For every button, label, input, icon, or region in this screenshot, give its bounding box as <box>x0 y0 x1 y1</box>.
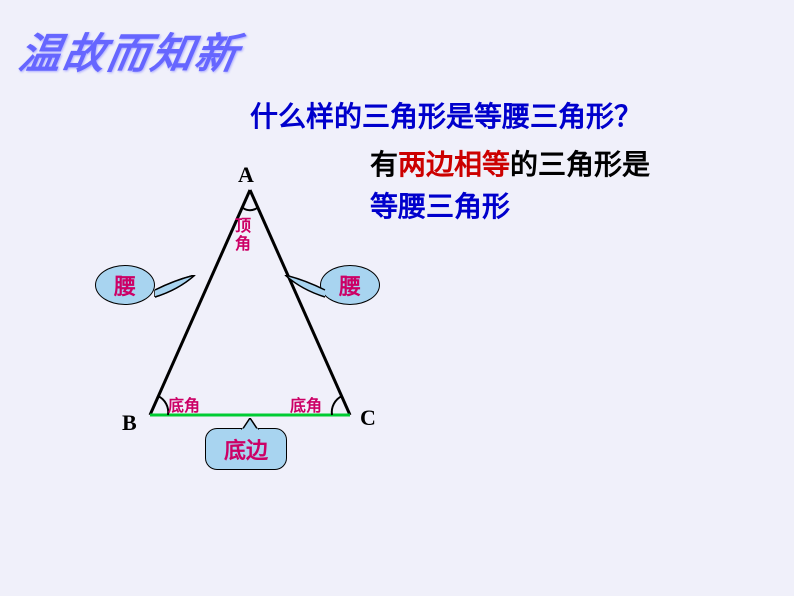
answer-part1: 有 <box>370 150 398 181</box>
left-leg-label: 腰 <box>114 269 136 301</box>
right-base-angle-arc <box>332 396 342 415</box>
answer-part2: 两边相等 <box>398 150 510 181</box>
question-text: 什么样的三角形是等腰三角形？ <box>250 95 642 135</box>
vertex-c: C <box>360 405 376 431</box>
right-bubble-tail <box>280 275 330 305</box>
left-base-angle-label: 底角 <box>168 392 200 416</box>
base-edge-label: 底边 <box>224 438 268 463</box>
left-leg-bubble: 腰 <box>95 265 155 305</box>
left-bubble-tail <box>150 275 200 305</box>
right-leg-label: 腰 <box>339 269 361 301</box>
page-title: 温故而知新 <box>15 20 246 81</box>
base-bubble-tail <box>240 418 260 430</box>
left-base-angle-arc <box>158 396 168 415</box>
apex-angle-text: 顶角 <box>235 218 251 253</box>
vertex-b: B <box>122 410 137 436</box>
apex-angle-label: 顶角 <box>235 218 251 253</box>
apex-angle-arc <box>243 208 257 210</box>
answer-text: 有两边相等的三角形是等腰三角形 <box>370 145 650 229</box>
vertex-a: A <box>238 162 254 188</box>
answer-part4: 等腰三角形 <box>370 192 510 223</box>
answer-part3: 的三角形是 <box>510 150 650 181</box>
base-edge-bubble: 底边 <box>205 428 287 470</box>
right-base-angle-label: 底角 <box>290 392 322 416</box>
triangle-diagram: A B C 顶角 腰 腰 底角 底角 底边 <box>110 180 390 480</box>
